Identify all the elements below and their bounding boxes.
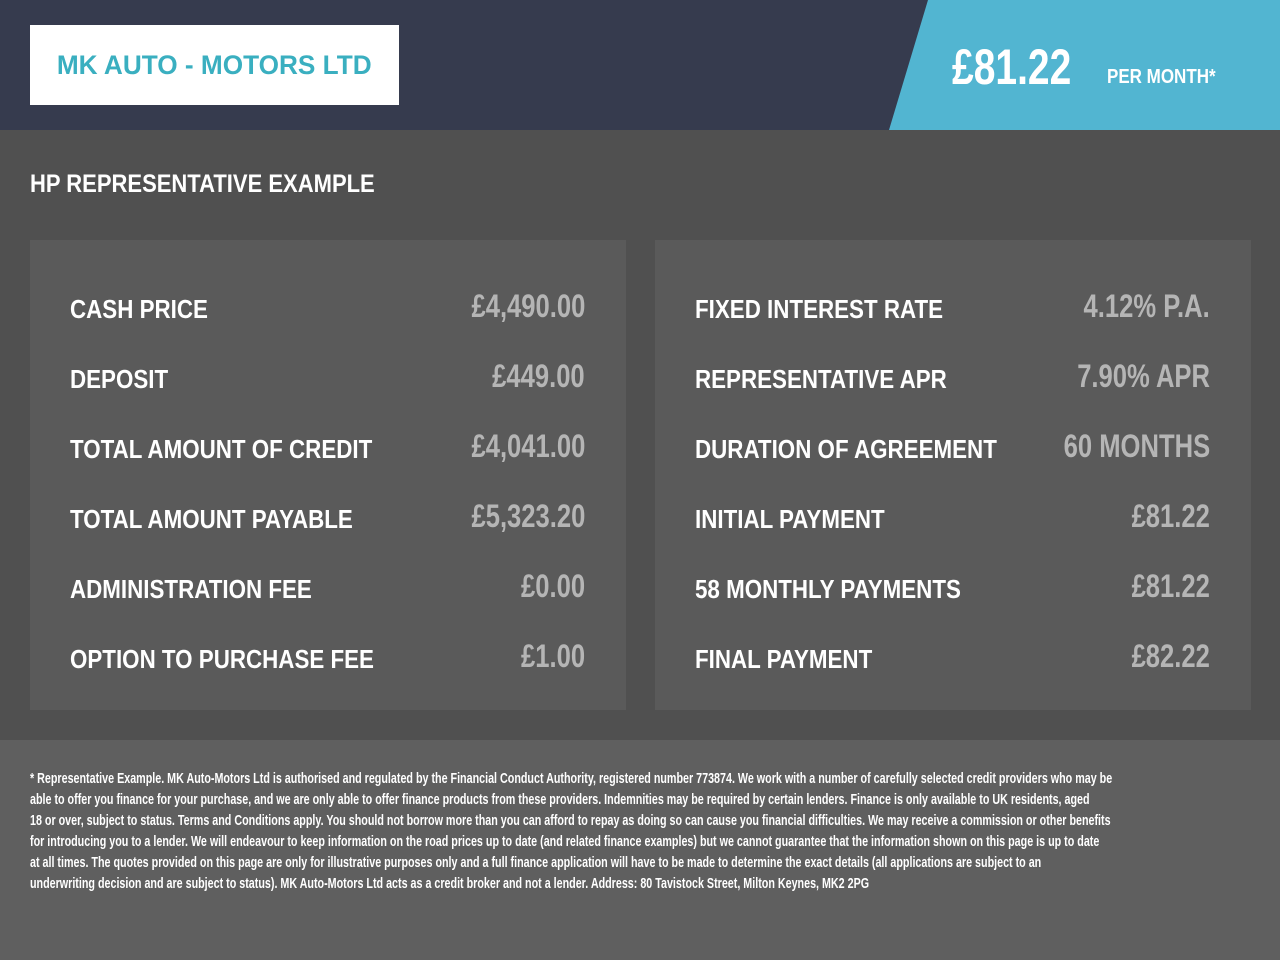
finance-row: INITIAL PAYMENT £81.22 — [695, 498, 1210, 538]
finance-panel-right: FIXED INTEREST RATE 4.12% P.A. REPRESENTAT… — [655, 240, 1251, 710]
finance-value: 60 MONTHS — [1063, 428, 1210, 464]
finance-label: TOTAL AMOUNT PAYABLE — [70, 504, 353, 534]
finance-row: TOTAL AMOUNT PAYABLE £5,323.20 — [70, 498, 585, 538]
dealer-logo: MK AUTO - MOTORS LTD — [30, 25, 399, 105]
finance-label: ADMINISTRATION FEE — [70, 574, 312, 604]
finance-value: £5,323.20 — [471, 498, 585, 534]
finance-label: CASH PRICE — [70, 294, 208, 324]
monthly-price: £81.22 — [952, 39, 1072, 95]
finance-row: CASH PRICE £4,490.00 — [70, 288, 585, 328]
finance-row: TOTAL AMOUNT OF CREDIT £4,041.00 — [70, 428, 585, 468]
finance-value: £4,490.00 — [471, 288, 585, 324]
finance-row: FIXED INTEREST RATE 4.12% P.A. — [695, 288, 1210, 328]
finance-row: OPTION TO PURCHASE FEE £1.00 — [70, 638, 585, 678]
finance-value: £1.00 — [520, 638, 585, 674]
disclaimer-line: 18 or over, subject to status. Terms and… — [30, 813, 1111, 829]
finance-value: £82.22 — [1131, 638, 1210, 674]
finance-label: DURATION OF AGREEMENT — [695, 434, 997, 464]
disclaimer-line: for introducing you to a lender. We will… — [30, 834, 1100, 850]
finance-value: £449.00 — [492, 358, 585, 394]
finance-label: REPRESENTATIVE APR — [695, 364, 947, 394]
disclaimer-line: underwriting decision and are subject to… — [30, 876, 870, 892]
finance-value: £81.22 — [1131, 498, 1210, 534]
disclaimer-line: at all times. The quotes provided on thi… — [30, 855, 1042, 871]
finance-row: DURATION OF AGREEMENT 60 MONTHS — [695, 428, 1210, 468]
finance-row: REPRESENTATIVE APR 7.90% APR — [695, 358, 1210, 398]
finance-value: £4,041.00 — [471, 428, 585, 464]
finance-label: OPTION TO PURCHASE FEE — [70, 644, 374, 674]
disclaimer-line: * Representative Example. MK Auto-Motors… — [30, 771, 1113, 787]
finance-value: £0.00 — [520, 568, 585, 604]
finance-row: DEPOSIT £449.00 — [70, 358, 585, 398]
finance-panel-left: CASH PRICE £4,490.00 DEPOSIT £449.00 TOTAL A… — [30, 240, 626, 710]
finance-row: FINAL PAYMENT £82.22 — [695, 638, 1210, 678]
finance-label: DEPOSIT — [70, 364, 169, 394]
logo-text: MK AUTO - MOTORS LTD — [57, 49, 372, 80]
finance-value: 7.90% APR — [1077, 358, 1210, 394]
disclaimer: * Representative Example. MK Auto-Motors… — [0, 740, 1280, 960]
finance-value: £81.22 — [1131, 568, 1210, 604]
per-month-label: PER MONTH* — [1107, 66, 1216, 88]
finance-row: ADMINISTRATION FEE £0.00 — [70, 568, 585, 608]
finance-label: FIXED INTEREST RATE — [695, 294, 944, 324]
finance-value: 4.12% P.A. — [1083, 288, 1210, 324]
finance-label: 58 MONTHLY PAYMENTS — [695, 574, 961, 604]
section-title: HP REPRESENTATIVE EXAMPLE — [30, 170, 375, 198]
finance-label: INITIAL PAYMENT — [695, 504, 885, 534]
header: MK AUTO - MOTORS LTD £81.22 PER MONTH* — [0, 0, 1280, 130]
monthly-price-banner — [889, 0, 1280, 130]
finance-label: FINAL PAYMENT — [695, 644, 873, 674]
disclaimer-line: able to offer you finance for your purch… — [30, 792, 1090, 808]
finance-row: 58 MONTHLY PAYMENTS £81.22 — [695, 568, 1210, 608]
finance-label: TOTAL AMOUNT OF CREDIT — [70, 434, 373, 464]
